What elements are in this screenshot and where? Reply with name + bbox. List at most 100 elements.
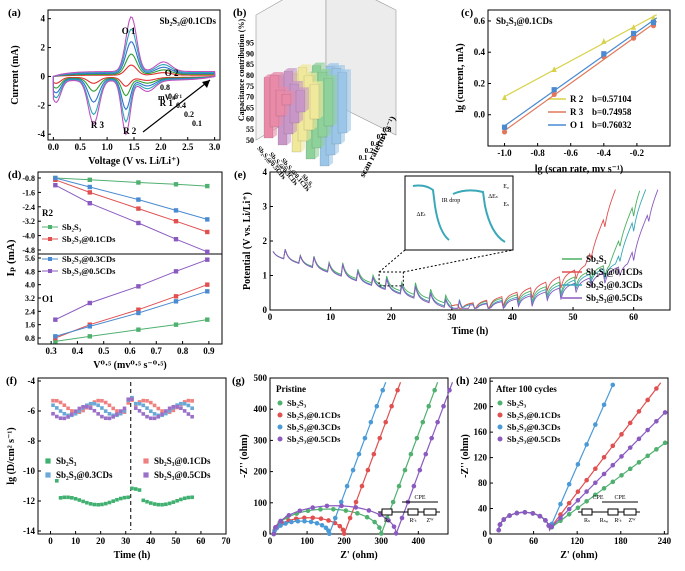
data-point — [205, 183, 210, 189]
panel-b-z-tick-label: 85 — [246, 60, 254, 69]
panel-d-xlabel: V⁰·⁵ (mv⁰·⁵ s⁻⁰·⁵) — [93, 360, 167, 371]
data-point — [87, 334, 92, 339]
data-point — [145, 499, 149, 504]
panel-b-ylabel: Capacitance contribution (%) — [237, 19, 246, 122]
data-point — [501, 129, 508, 135]
panel-e-inset-label: E₀ — [503, 184, 509, 190]
data-point — [271, 531, 277, 537]
legend-marker — [48, 225, 52, 229]
data-point — [566, 511, 572, 517]
data-point — [627, 445, 633, 450]
panel-e-y-tick-label: 1 — [263, 271, 268, 281]
data-point — [393, 531, 399, 536]
panel-d-legend-label: Sb₂S₃@0.5CDs — [62, 266, 116, 276]
data-point — [115, 497, 119, 502]
data-point — [289, 519, 294, 525]
data-point — [390, 499, 396, 505]
panel-c-axes — [487, 9, 671, 147]
panel-f-ylabel: lg (D/cm² s⁻¹) — [6, 427, 17, 484]
data-point — [137, 409, 142, 413]
panel-a-xlabel: Voltage (V vs. Li/Li⁺) — [88, 156, 179, 167]
panel-e-x-tick-label: 30 — [447, 312, 457, 322]
panel-eis-title: After 100 cycles — [496, 384, 557, 394]
panel-f-x-tick-label: 60 — [196, 536, 206, 546]
data-point — [636, 460, 642, 465]
circuit-label: CPE — [614, 495, 625, 501]
panel-c-legend-b: b=0.76032 — [592, 120, 632, 130]
data-point — [133, 401, 138, 406]
data-point — [205, 229, 210, 235]
panel-f-legend-label: Sb₂S₃ — [56, 456, 77, 466]
panel-eis-ylabel: -Z'' (ohm) — [239, 434, 250, 478]
panel-c-x-tick-label: -0.2 — [630, 148, 645, 158]
bar-3d-top — [296, 87, 309, 91]
panel-d-top-tick-label: -2.4 — [22, 203, 35, 212]
panel-a-label: (a) — [8, 7, 21, 19]
data-point — [359, 483, 365, 489]
panel-eis-x-tick-label: 180 — [614, 536, 628, 546]
circuit-resistor — [581, 508, 593, 516]
cv-curve-0.1 — [52, 64, 216, 87]
panel-eis-legend-label: Sb₂S₃@0.3CDs — [287, 422, 341, 432]
data-point — [631, 35, 637, 41]
panel-a-x-tick-label: 2.5 — [182, 142, 194, 152]
panel-f-x-tick-label: 0 — [48, 536, 53, 546]
data-point — [141, 403, 146, 408]
panel-d-bottom-line — [55, 319, 208, 342]
panel-eis-x-tick-label: 240 — [658, 536, 672, 546]
panel-e-legend-label: Sb₂S₃ — [586, 254, 607, 264]
legend-marker — [497, 412, 503, 418]
data-point — [81, 499, 85, 504]
bar-3d-top — [298, 64, 311, 68]
data-point — [205, 249, 210, 254]
data-point — [107, 500, 112, 505]
panel-e-x-tick-label: 0 — [268, 312, 273, 322]
gitt-curve-Sb₂S₃@0.5CDs — [272, 189, 659, 310]
panel-eis-y-tick-label: 0 — [483, 529, 488, 539]
data-point — [356, 451, 362, 457]
panel-h-label: (h) — [456, 375, 470, 387]
data-point — [88, 401, 93, 406]
data-point — [318, 516, 324, 521]
panel-b-scan-rate-tick: 0.4 — [371, 140, 380, 148]
data-point — [173, 299, 179, 304]
bar-3d-top — [284, 68, 297, 72]
panel-d-x-tick-label: 0.8 — [177, 346, 189, 356]
panel-c-y-tick-label: 0.2 — [474, 78, 486, 88]
data-point — [645, 427, 650, 433]
bar-3d-top — [338, 69, 351, 73]
data-point — [645, 397, 650, 403]
data-point — [136, 284, 141, 289]
data-point — [350, 467, 356, 473]
data-point — [87, 300, 92, 306]
panel-e-x-tick-label: 40 — [508, 312, 518, 322]
panel-eis-x-tick-label: 0 — [488, 536, 493, 546]
data-point — [173, 237, 179, 242]
legend-marker — [143, 472, 149, 478]
data-point — [164, 409, 168, 413]
panel-f-legend-label: Sb₂S₃@0.1CDs — [154, 456, 211, 466]
data-point — [173, 219, 179, 224]
data-point — [96, 403, 100, 408]
data-point — [593, 422, 598, 427]
panel-a-annotation: O 1 — [122, 26, 136, 36]
panel-c-x-tick-label: -0.8 — [531, 148, 546, 158]
panel-a-x-tick-label: 1.0 — [102, 142, 114, 152]
data-point — [610, 479, 616, 485]
panel-f-label: (f) — [6, 375, 17, 387]
data-point — [420, 419, 426, 425]
data-point — [167, 501, 172, 506]
panel-e-legend-label: Sb₂S₃@0.5CDs — [586, 293, 643, 303]
data-point — [66, 406, 70, 411]
data-point — [302, 515, 307, 521]
panel-eis-x-tick-label: 400 — [412, 536, 426, 546]
panel-eis-legend-label: Sb₂S₃@0.5CDs — [287, 434, 341, 444]
data-point — [378, 531, 384, 536]
data-point — [654, 418, 659, 424]
data-point — [152, 416, 157, 421]
legend-marker — [48, 237, 52, 241]
panel-e-inset-label: Eₛ — [503, 202, 509, 208]
data-point — [103, 416, 108, 421]
bar-3d-top — [282, 91, 295, 95]
panel-eis-y-tick-label: 500 — [254, 373, 268, 383]
